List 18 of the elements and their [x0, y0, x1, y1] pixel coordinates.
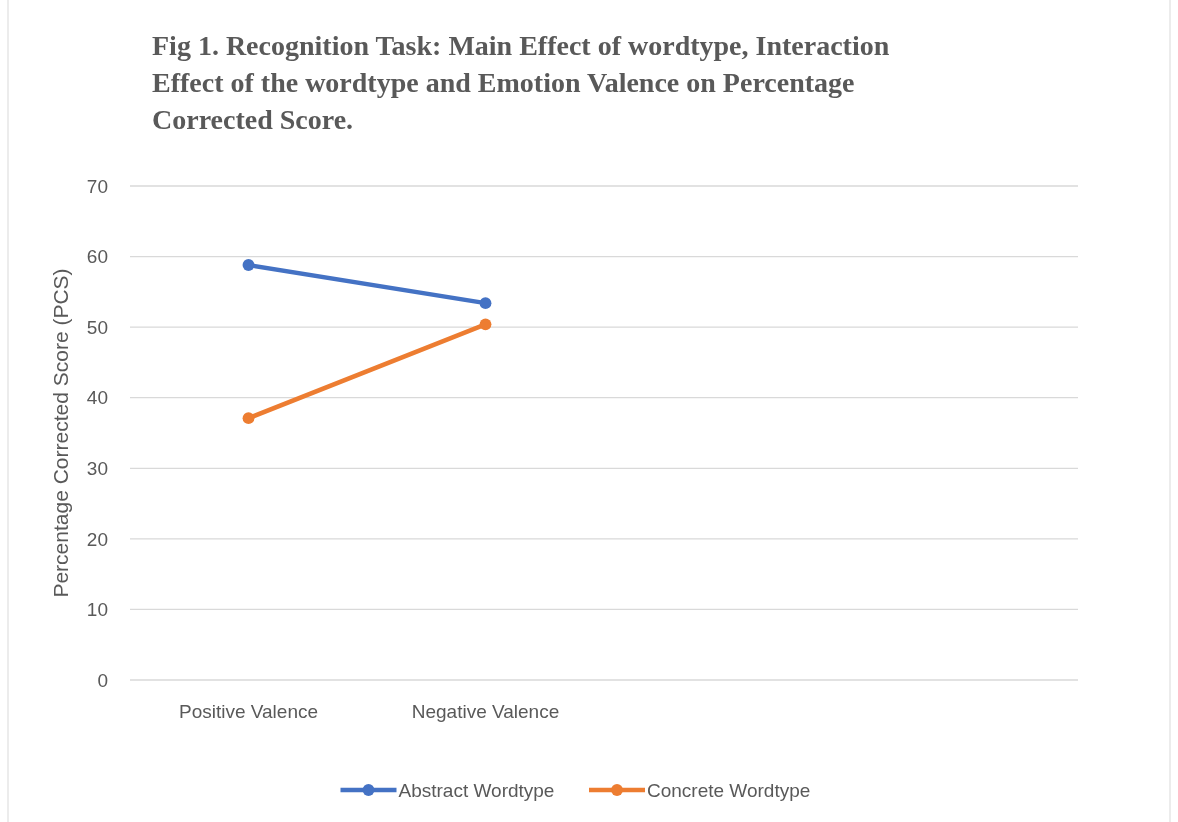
y-tick-label: 60 — [86, 246, 108, 268]
legend-label: Abstract Wordtype — [398, 779, 555, 801]
y-tick-label: 70 — [86, 175, 108, 197]
y-tick-label: 20 — [86, 528, 108, 550]
point — [242, 259, 255, 271]
chart-title: Fig 1. Recognition Task: Main Effect of wordtype, Interaction Effect of the wordtype and Emotion Valence on Percentage Corrected Score. — [152, 30, 890, 135]
y-tick-label: 50 — [86, 316, 108, 338]
point — [242, 412, 255, 425]
y-tick-label: 0 — [97, 669, 108, 691]
point — [479, 297, 492, 310]
y-tick-label: 30 — [86, 457, 108, 479]
x-tick-label: Negative Valence — [411, 701, 560, 722]
y-tick-label: 10 — [86, 599, 108, 621]
y-axis-title: Percentage Corrected Score (PCS) — [49, 268, 72, 598]
x-tick-label: Positive Valence — [178, 701, 319, 722]
y-tick-label: 40 — [86, 387, 108, 409]
legend-label: Concrete Wordtype — [647, 779, 811, 801]
point — [479, 318, 492, 331]
